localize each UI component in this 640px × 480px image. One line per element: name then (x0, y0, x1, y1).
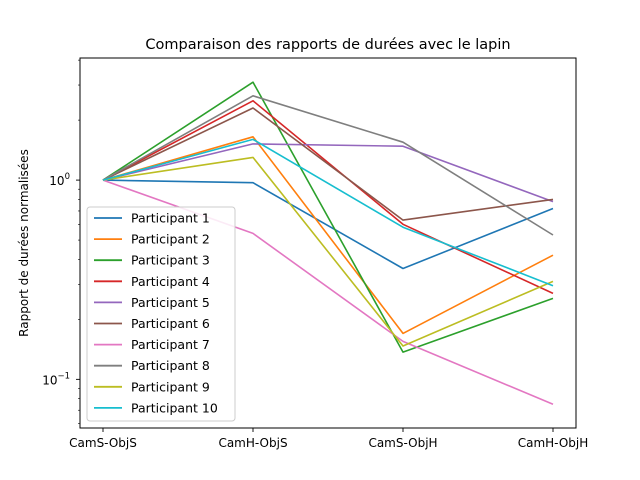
series-line-4 (102, 100, 554, 295)
plot-frame (79, 57, 577, 429)
legend-entry: Participant 7 (131, 337, 210, 352)
x-axis-ticks: CamS-ObjS CamH-ObjS CamS-ObjH CamH-ObjH (69, 428, 588, 450)
legend-entry: Participant 5 (131, 295, 210, 310)
legend: Participant 1 Participant 2 Participant 3 P… (86, 206, 236, 422)
series-line-5 (102, 143, 554, 203)
legend-entry: Participant 4 (131, 274, 210, 289)
series-line-1 (102, 179, 554, 270)
y-tick-label: 100 (49, 172, 70, 188)
legend-entry: Participant 10 (131, 400, 218, 415)
legend-entry: Participant 6 (131, 316, 210, 331)
series-line-10 (102, 138, 554, 287)
legend-entry: Participant 8 (131, 358, 210, 373)
series-line-6 (102, 107, 554, 221)
series-line-2 (102, 136, 554, 335)
chart-title: Comparaison des rapports de durées avec … (145, 37, 510, 53)
x-tick-label: CamS-ObjS (69, 436, 137, 450)
legend-entry: Participant 3 (131, 253, 210, 268)
legend-box (86, 206, 236, 422)
x-tick-label: CamS-ObjH (368, 436, 437, 450)
series-line-9 (102, 156, 554, 347)
y-tick-label: 10−1 (42, 371, 70, 387)
x-tick-label: CamH-ObjH (518, 436, 589, 450)
series-line-8 (102, 95, 554, 236)
legend-entry: Participant 2 (131, 232, 210, 247)
y-axis-label: Rapport de durées normalisées (17, 149, 31, 337)
series-line-3 (102, 81, 554, 353)
y-axis-ticks: 10−1 100 (42, 59, 80, 424)
legend-entry: Participant 9 (131, 379, 210, 394)
x-tick-label: CamH-ObjS (218, 436, 287, 450)
legend-entry: Participant 1 (131, 211, 210, 226)
